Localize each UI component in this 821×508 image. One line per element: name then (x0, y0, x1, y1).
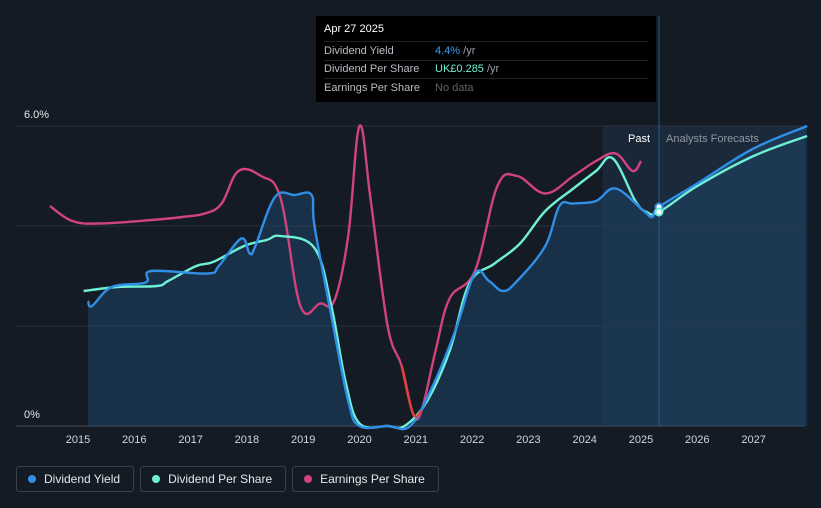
tooltip-date: Apr 27 2025 (324, 23, 384, 35)
legend-dot-icon (152, 475, 161, 483)
tooltip-row-earnings-per-share: Earnings Per Share No data (324, 78, 648, 97)
dividend-yield-line (86, 124, 808, 431)
x-tick-label: 2017 (178, 434, 202, 446)
past-label: Past (628, 133, 650, 145)
earnings-per-share-negative-segment (400, 365, 423, 418)
tooltip-label: Earnings Per Share (324, 81, 420, 94)
x-tick-label: 2024 (572, 434, 596, 446)
tooltip: Apr 27 2025 Dividend Yield 4.4% /yr Divi… (316, 16, 656, 102)
x-tick-label: 2015 (66, 434, 90, 446)
x-tick-label: 2016 (122, 434, 146, 446)
y-tick-0: 0% (24, 409, 40, 421)
x-tick-label: 2023 (516, 434, 540, 446)
x-tick-label: 2026 (685, 434, 709, 446)
x-tick-label: 2022 (460, 434, 484, 446)
tooltip-row-dividend-per-share: Dividend Per Share UK£0.285 /yr (324, 59, 648, 79)
legend-label: Earnings Per Share (320, 472, 425, 486)
series-lines (49, 124, 808, 431)
y-tick-6: 6.0% (24, 109, 49, 121)
series-markers (654, 202, 664, 217)
x-tick-label: 2019 (291, 434, 315, 446)
legend-dot-icon (28, 475, 36, 483)
forecast-label: Analysts Forecasts (666, 133, 759, 145)
x-tick-label: 2020 (347, 434, 371, 446)
legend-label: Dividend Per Share (168, 472, 273, 486)
x-tick-label: 2018 (235, 434, 259, 446)
dividend-per-share-marker (654, 207, 664, 217)
legend: Dividend Yield Dividend Per Share Earnin… (16, 466, 439, 492)
legend-dot-icon (304, 475, 313, 483)
x-tick-label: 2021 (404, 434, 428, 446)
x-tick-label: 2027 (741, 434, 765, 446)
earnings-per-share-line (49, 124, 643, 421)
x-axis-ticks: 2015 2016 2017 2018 2019 2020 2021 2022 2023 2024… (66, 434, 766, 446)
tooltip-value: 4.4% /yr (435, 44, 476, 57)
legend-earnings-per-share[interactable]: Earnings Per Share (292, 466, 439, 492)
tooltip-value: No data (435, 81, 474, 94)
legend-label: Dividend Yield (44, 472, 121, 486)
x-tick-label: 2025 (629, 434, 653, 446)
tooltip-value: UK£0.285 /yr (435, 63, 500, 76)
dividend-yield-area (88, 126, 808, 430)
tooltip-row-dividend-yield: Dividend Yield 4.4% /yr (324, 41, 648, 60)
tooltip-label: Dividend Per Share (324, 63, 420, 76)
legend-dividend-yield[interactable]: Dividend Yield (16, 466, 135, 492)
tooltip-label: Dividend Yield (324, 44, 394, 57)
legend-dividend-per-share[interactable]: Dividend Per Share (140, 466, 287, 492)
